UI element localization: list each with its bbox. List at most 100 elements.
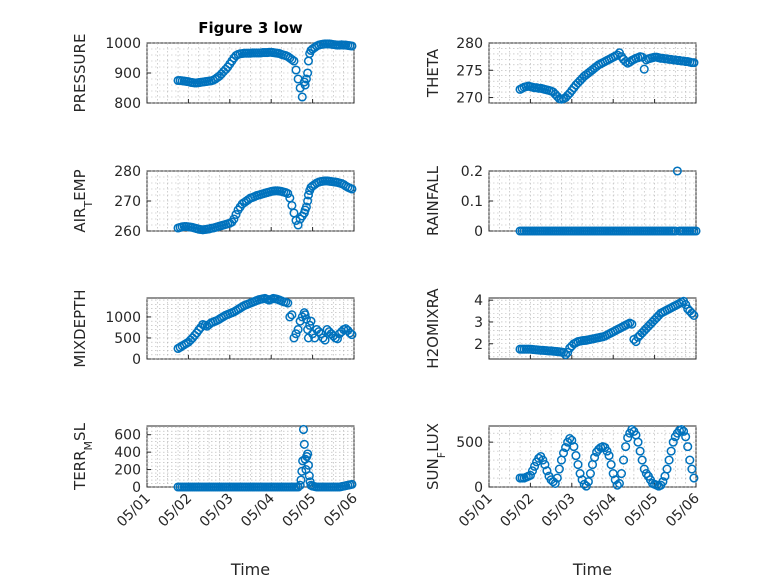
data-point xyxy=(619,455,629,465)
data-point xyxy=(685,455,695,465)
data-point xyxy=(297,466,307,476)
data-point xyxy=(554,464,564,474)
data-point xyxy=(231,209,241,220)
data-point xyxy=(525,470,535,480)
data-point xyxy=(683,442,693,452)
data-point xyxy=(298,424,309,435)
y-axis-label: SUNFLUX xyxy=(424,423,448,490)
y-tick-label: 3 xyxy=(474,315,483,331)
data-point xyxy=(287,310,297,320)
data-point xyxy=(563,347,573,358)
y-tick-label: 2 xyxy=(474,337,483,353)
data-point xyxy=(637,455,647,465)
data-point xyxy=(305,320,315,330)
data-point xyxy=(635,446,645,456)
data-point xyxy=(573,460,583,470)
x-tick-label: 05/05 xyxy=(622,491,662,531)
data-point xyxy=(577,475,587,485)
data-point xyxy=(332,334,342,344)
data-point xyxy=(558,347,569,358)
data-point xyxy=(571,451,581,461)
data-point xyxy=(687,308,697,318)
data-point xyxy=(668,437,678,447)
data-point xyxy=(672,166,682,176)
data-point xyxy=(612,480,622,490)
data-point xyxy=(285,312,295,322)
data-point xyxy=(314,327,324,337)
series-points xyxy=(173,424,357,492)
y-tick-label: 400 xyxy=(114,445,141,461)
data-point xyxy=(283,298,293,308)
y-tick-label: 0.1 xyxy=(461,194,483,210)
data-point xyxy=(289,56,299,66)
subplot-3: 260 270 280 AIRTEMP xyxy=(71,164,357,240)
data-point xyxy=(664,455,674,465)
y-tick-label: 600 xyxy=(114,428,141,444)
data-point xyxy=(569,442,579,452)
data-point xyxy=(295,480,305,490)
data-point xyxy=(616,468,627,479)
data-point xyxy=(561,350,571,360)
y-tick-label: 0 xyxy=(132,352,141,368)
data-point xyxy=(347,330,357,340)
data-point xyxy=(301,202,311,212)
data-point xyxy=(606,460,616,470)
data-point xyxy=(676,425,687,435)
y-tick-label: 500 xyxy=(114,331,141,347)
x-tick-label: 05/04 xyxy=(580,490,620,530)
x-tick-label: 05/03 xyxy=(197,491,237,531)
data-point xyxy=(581,481,591,491)
data-point xyxy=(287,54,297,65)
y-tick-label: 200 xyxy=(114,463,141,479)
y-axis-label: AIRTEMP xyxy=(71,169,95,232)
data-point xyxy=(303,196,313,206)
series-points xyxy=(515,296,699,360)
x-tick-label: 05/01 xyxy=(456,491,496,531)
y-tick-label: 270 xyxy=(456,91,483,107)
y-tick-label: 280 xyxy=(114,164,141,180)
series-points xyxy=(173,39,357,102)
chart-title: Figure 3 low xyxy=(198,19,303,37)
x-tick-label: 05/02 xyxy=(155,491,195,531)
x-tick-label: 05/06 xyxy=(321,490,361,530)
x-tick-label: 05/06 xyxy=(663,490,703,530)
subplot-6: 2 3 4 H2OMIXRA xyxy=(424,288,699,369)
data-point xyxy=(604,451,614,461)
data-point xyxy=(527,466,538,476)
data-point xyxy=(590,452,600,462)
subplot-4: 0 0.1 0.2 RAINFALL xyxy=(424,164,701,240)
data-point xyxy=(303,460,314,470)
data-point xyxy=(542,466,552,476)
axes-background xyxy=(488,170,697,232)
y-tick-label: 0 xyxy=(132,480,141,496)
data-point xyxy=(301,74,311,84)
data-point xyxy=(666,446,676,456)
subplot-1: 800 900 1000 Figure 3 low PRESSURE xyxy=(71,19,357,113)
y-axis-label: RAINFALL xyxy=(424,165,442,236)
data-point xyxy=(534,453,544,463)
y-tick-label: 500 xyxy=(456,435,483,451)
data-point xyxy=(565,434,575,444)
x-tick-label: 05/05 xyxy=(280,491,320,531)
data-point xyxy=(529,461,540,471)
data-point xyxy=(602,446,612,456)
y-tick-label: 260 xyxy=(114,224,141,240)
subplot-2: 270 275 280 THETA xyxy=(424,36,699,107)
data-point xyxy=(304,471,314,481)
data-point xyxy=(303,68,313,78)
y-axis-label: PRESSURE xyxy=(71,34,89,113)
data-point xyxy=(621,56,631,67)
data-point xyxy=(623,433,633,443)
data-point xyxy=(641,468,651,479)
x-tick-label: 05/04 xyxy=(238,490,278,530)
x-tick-label: 05/01 xyxy=(114,491,154,531)
data-point xyxy=(681,432,691,442)
series-points xyxy=(515,48,699,104)
y-axis-label: H2OMIXRA xyxy=(424,288,442,369)
x-tick-label: 05/03 xyxy=(539,491,579,531)
data-point xyxy=(299,439,309,449)
data-point xyxy=(633,437,643,447)
data-point xyxy=(679,426,689,436)
